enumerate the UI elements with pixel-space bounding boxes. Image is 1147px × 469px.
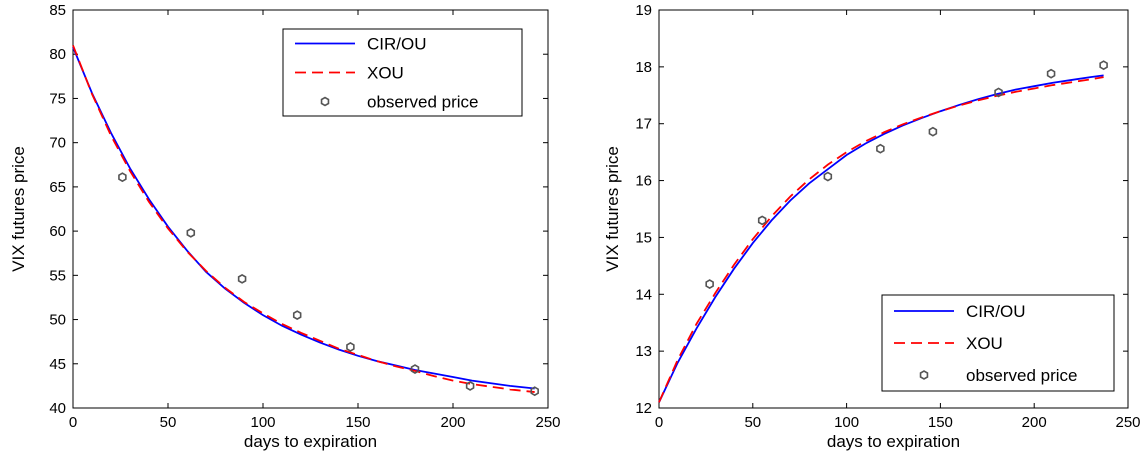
x-tick-label: 150 — [928, 414, 953, 431]
observed-price-point — [876, 143, 885, 154]
y-tick-label: 70 — [49, 135, 66, 152]
observed-price-point — [465, 380, 475, 391]
y-tick-label: 15 — [635, 229, 652, 246]
series-line-cir-ou — [72, 46, 535, 390]
y-tick-label: 16 — [635, 173, 652, 190]
y-axis-label: VIX futures price — [603, 146, 622, 272]
chart-panel-1: 0 50 100 150 200 250 40 45 50 55 60 65 70 75 80 85 days … — [9, 2, 561, 451]
y-tick-label: 60 — [49, 223, 66, 240]
series-line-xou — [658, 76, 1104, 403]
y-tick-label: 65 — [49, 179, 66, 196]
x-tick-label: 50 — [744, 414, 761, 431]
y-tick-label: 45 — [49, 356, 66, 373]
y-tick-label: 50 — [49, 312, 66, 329]
legend-label: observed price — [966, 366, 1078, 385]
observed-price-point — [823, 171, 833, 182]
x-tick-label: 250 — [1115, 414, 1140, 431]
legend-swatch-marker — [919, 370, 929, 380]
observed-price-point — [1046, 68, 1056, 79]
observed-price-point — [346, 342, 355, 352]
observed-price-point — [186, 227, 196, 238]
x-axis-label: days to expiration — [827, 432, 960, 451]
x-axis-label: days to expiration — [244, 432, 377, 451]
x-tick-label: 100 — [250, 414, 275, 431]
legend-label: XOU — [367, 64, 404, 83]
x-tick-label: 0 — [69, 414, 77, 431]
y-tick-label: 80 — [49, 46, 66, 63]
y-tick-label: 85 — [49, 2, 66, 19]
y-tick-label: 19 — [635, 2, 652, 19]
x-tick-label: 250 — [535, 414, 560, 431]
legend-label: CIR/OU — [367, 35, 427, 54]
legend-label: CIR/OU — [966, 302, 1026, 321]
observed-price-point — [530, 386, 539, 397]
x-tick-label: 0 — [655, 414, 663, 431]
legend-label: observed price — [367, 93, 479, 112]
observed-price-point — [237, 273, 247, 284]
observed-price-point — [705, 279, 714, 289]
x-tick-label: 50 — [160, 414, 177, 431]
x-tick-label: 100 — [834, 414, 859, 431]
y-tick-label: 12 — [635, 400, 652, 417]
legend: CIR/OU XOU observed price — [881, 294, 1115, 392]
legend-label: XOU — [966, 334, 1003, 353]
legend: CIR/OU XOU observed price — [282, 28, 523, 117]
x-tick-label: 200 — [440, 414, 465, 431]
legend-swatch-marker — [320, 96, 330, 107]
series-line-xou — [72, 45, 535, 393]
observed-price-point — [928, 126, 938, 137]
y-tick-label: 40 — [49, 400, 66, 417]
observed-price-point — [410, 364, 420, 375]
y-tick-label: 55 — [49, 267, 66, 284]
observed-price-point — [1099, 60, 1108, 71]
y-tick-label: 14 — [635, 286, 652, 303]
series-line-cir-ou — [658, 74, 1104, 403]
y-tick-label: 75 — [49, 90, 66, 107]
observed-price-point — [757, 215, 767, 226]
observed-price-point — [292, 310, 302, 321]
x-tick-label: 200 — [1022, 414, 1047, 431]
y-tick-label: 18 — [635, 59, 652, 76]
y-tick-label: 17 — [635, 116, 652, 133]
y-tick-label: 13 — [635, 343, 652, 360]
x-tick-label: 150 — [345, 414, 370, 431]
observed-price-point — [118, 172, 127, 183]
chart-panel-2: 0 50 100 150 200 250 12 13 14 15 16 17 18 19 days to e… — [603, 2, 1141, 451]
y-axis-label: VIX futures price — [9, 146, 28, 272]
observed-price-point — [994, 87, 1003, 98]
